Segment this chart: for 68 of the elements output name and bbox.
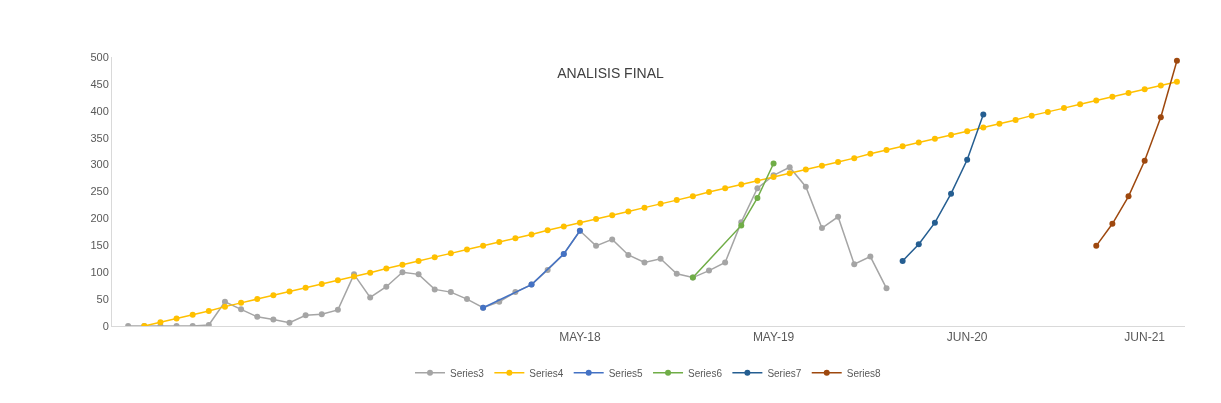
point xyxy=(1157,114,1164,121)
point xyxy=(447,289,454,296)
legend-label: Series5 xyxy=(608,367,644,379)
point xyxy=(641,259,648,266)
y-tick-label: 300 xyxy=(90,158,109,171)
point xyxy=(254,313,261,320)
point xyxy=(802,183,809,190)
point xyxy=(948,190,955,197)
point xyxy=(883,285,890,292)
point xyxy=(399,269,406,276)
legend-label: Series6 xyxy=(688,367,723,379)
point xyxy=(673,270,680,277)
point xyxy=(302,312,309,319)
point xyxy=(431,286,438,293)
point xyxy=(238,306,245,313)
point xyxy=(286,319,293,326)
point xyxy=(722,259,729,266)
point xyxy=(367,294,374,301)
point xyxy=(1173,57,1180,64)
legend-label: Series3 xyxy=(450,367,485,379)
legend-label: Series7 xyxy=(767,367,802,379)
point xyxy=(1109,220,1116,227)
point xyxy=(867,253,874,260)
point xyxy=(754,185,761,192)
point xyxy=(980,111,987,118)
x-tick-label: JUN-20 xyxy=(946,330,988,345)
text: ANALISIS FINAL xyxy=(557,65,665,82)
point xyxy=(899,257,906,264)
point xyxy=(706,267,713,274)
point xyxy=(915,241,922,248)
y-tick-label: 500 xyxy=(90,50,109,63)
point xyxy=(1093,242,1100,249)
y-tick-label: 350 xyxy=(90,131,109,144)
y-tick-label: 50 xyxy=(96,292,109,305)
x-tick-label: MAY-18 xyxy=(559,330,601,345)
point xyxy=(318,311,325,318)
legend-label: Series8 xyxy=(846,367,882,379)
point xyxy=(415,271,422,278)
y-tick-label: 400 xyxy=(90,104,109,117)
point xyxy=(931,219,938,226)
point xyxy=(205,321,212,326)
point xyxy=(383,283,390,290)
y-tick-label: 450 xyxy=(90,77,109,90)
x-tick-label: JUN-21 xyxy=(1124,330,1166,345)
point xyxy=(334,306,341,313)
point xyxy=(964,156,971,163)
point xyxy=(851,261,858,268)
point xyxy=(625,251,632,258)
legend-label: Series4 xyxy=(529,367,564,379)
y-tick-label: 250 xyxy=(90,185,109,198)
point xyxy=(657,255,664,262)
point xyxy=(1125,193,1132,200)
point xyxy=(754,194,761,201)
point xyxy=(593,242,600,249)
point xyxy=(786,164,793,171)
point xyxy=(1141,157,1148,164)
point xyxy=(835,213,842,220)
point xyxy=(221,298,228,305)
point xyxy=(463,296,470,303)
point xyxy=(818,225,825,232)
y-tick-label: 200 xyxy=(90,212,109,225)
y-tick-label: 100 xyxy=(90,266,109,279)
y-tick-label: 150 xyxy=(90,239,109,252)
y-tick-label: 0 xyxy=(102,319,109,332)
point xyxy=(270,316,277,323)
point xyxy=(770,160,777,167)
point xyxy=(609,236,616,243)
x-tick-label: MAY-19 xyxy=(752,330,795,345)
